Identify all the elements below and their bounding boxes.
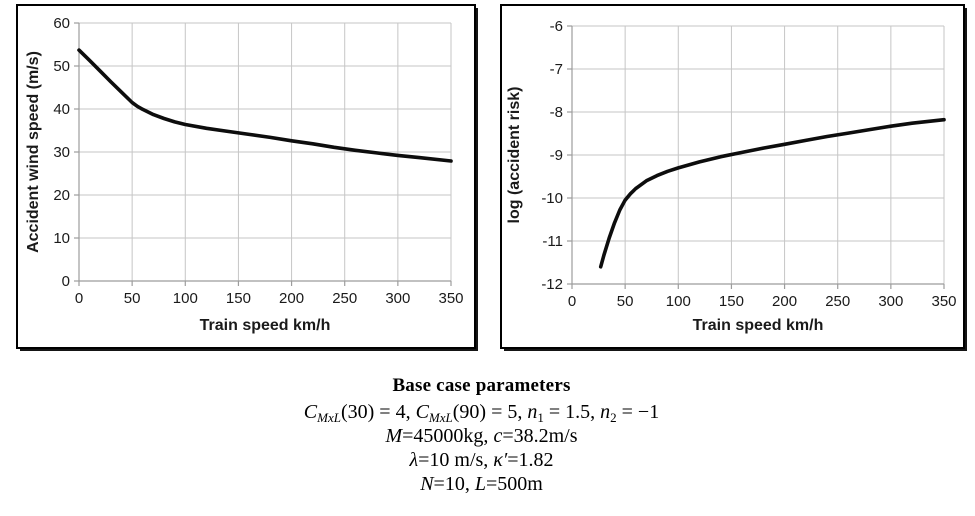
y-tick-label: 50 — [53, 58, 70, 75]
y-tick-label: -9 — [550, 147, 563, 164]
x-tick-label: 100 — [173, 290, 198, 307]
x-tick-label: 100 — [666, 293, 691, 310]
math-segment: = −1 — [616, 401, 660, 423]
math-sub-text: MxL — [428, 410, 453, 425]
math-sub-text: MxL — [317, 410, 341, 425]
x-tick-label: 150 — [226, 290, 251, 307]
y-tick-label: -11 — [542, 233, 563, 250]
math-var: L — [474, 473, 486, 495]
x-tick-label: 300 — [878, 293, 903, 310]
y-tick-label: 20 — [53, 187, 70, 204]
y-tick-label: 60 — [53, 15, 70, 32]
x-axis-title: Train speed km/h — [200, 317, 331, 334]
x-tick-label: 50 — [617, 293, 634, 310]
data-curve — [598, 117, 946, 269]
parameters-title: Base case parameters — [392, 375, 571, 396]
x-tick-label: 50 — [124, 290, 141, 307]
math-segment: =500m — [485, 473, 543, 495]
x-tick-label: 300 — [385, 290, 410, 307]
x-tick-label: 150 — [719, 293, 744, 310]
math-segment: =10, — [433, 473, 475, 495]
x-axis-title: Train speed km/h — [693, 317, 824, 334]
math-segment: =1.82 — [507, 449, 554, 471]
math-segment: =38.2m/s — [502, 425, 578, 447]
y-tick-label: -8 — [550, 104, 563, 121]
math-segment: = 1.5, — [543, 401, 601, 423]
math-var: λ — [409, 449, 419, 471]
y-tick-label: 30 — [53, 144, 70, 161]
x-tick-label: 0 — [75, 290, 83, 307]
math-var: n — [600, 401, 611, 423]
parameters-block: Base case parameters CMxL(30) = 4, CMxL(… — [0, 374, 963, 496]
y-tick-label: 40 — [53, 101, 70, 118]
x-tick-label: 350 — [931, 293, 956, 310]
data-curve — [77, 48, 453, 163]
wind-speed-chart-panel: 0 10 20 30 40 50 60 0 50 100 150 200 250 300 350 Train … — [16, 4, 476, 349]
math-var: n — [527, 401, 538, 423]
math-sub: MxL — [317, 410, 341, 425]
y-tick-label: 0 — [62, 273, 70, 290]
y-axis-title: Accident wind speed (m/s) — [25, 51, 42, 253]
param-line-n-l: N=10, L=500m — [0, 472, 963, 496]
y-tick-label: -7 — [550, 61, 563, 78]
x-tick-label: 200 — [279, 290, 304, 307]
param-line-coefficients: CMxL(30) = 4, CMxL(90) = 5, n1 = 1.5, n2… — [0, 400, 963, 424]
y-tick-label: -12 — [541, 276, 563, 293]
wind-speed-chart: 0 10 20 30 40 50 60 0 50 100 150 200 250 300 350 Train … — [25, 15, 464, 334]
math-var: C — [303, 401, 318, 423]
y-axis-title: log (accident risk) — [506, 87, 523, 224]
math-segment: (30) = 4, — [340, 401, 416, 423]
x-tick-label: 250 — [332, 290, 357, 307]
y-tick-label: -10 — [541, 190, 563, 207]
x-tick-label: 0 — [568, 293, 576, 310]
x-tick-label: 350 — [438, 290, 463, 307]
accident-risk-chart: -12 -11 -10 -9 -8 -7 -6 0 50 100 150 200 250 300 350 Tr… — [506, 18, 957, 334]
math-segment: =10 m/s, — [418, 449, 494, 471]
y-tick-label: 10 — [53, 230, 70, 247]
x-tick-label: 200 — [772, 293, 797, 310]
y-tick-label: -6 — [550, 18, 563, 35]
math-var: M — [385, 425, 403, 447]
math-var: N — [420, 473, 434, 495]
math-sub: 1 — [537, 410, 544, 425]
math-sub: MxL — [429, 410, 453, 425]
param-line-lambda-kappa: λ=10 m/s, κ′=1.82 — [0, 448, 963, 472]
param-line-mass-speed: M=45000kg, c=38.2m/s — [0, 424, 963, 448]
math-sub: 2 — [610, 410, 617, 425]
math-var: c — [493, 425, 503, 447]
accident-risk-chart-panel: -12 -11 -10 -9 -8 -7 -6 0 50 100 150 200 250 300 350 Tr… — [500, 4, 965, 349]
math-var: κ′ — [493, 449, 508, 471]
math-var: C — [415, 401, 429, 423]
math-segment: (90) = 5, — [452, 401, 528, 423]
math-segment: =45000kg, — [402, 425, 494, 447]
x-tick-label: 250 — [825, 293, 850, 310]
